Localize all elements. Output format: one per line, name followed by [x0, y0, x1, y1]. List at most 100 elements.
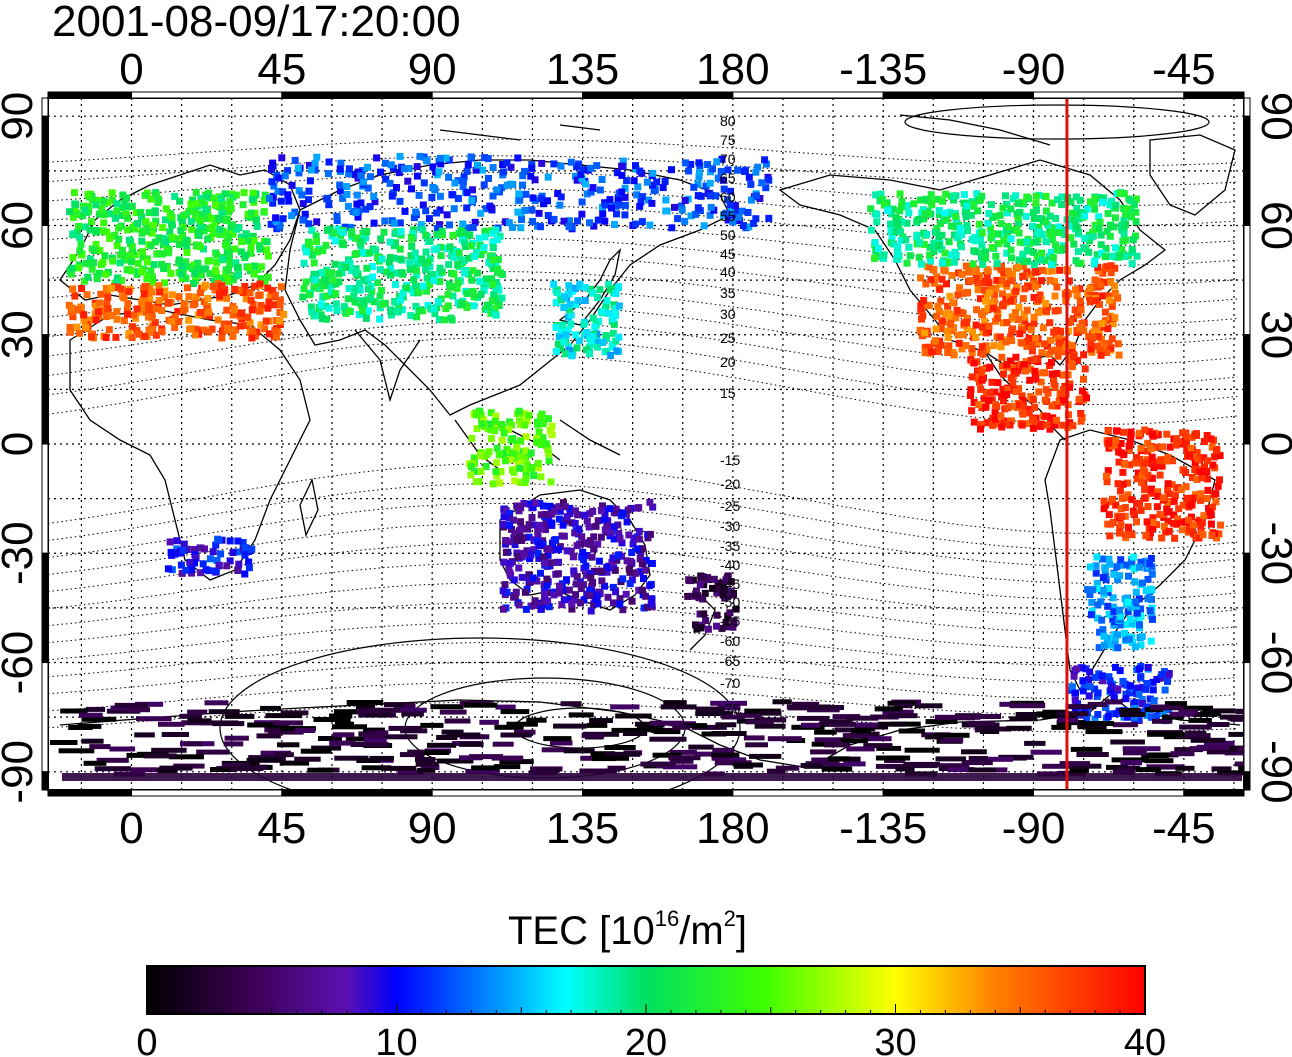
tec-cell — [1164, 677, 1171, 685]
tec-cell — [1009, 325, 1017, 333]
tec-cell — [1150, 704, 1171, 710]
tec-cell — [246, 289, 254, 296]
tec-cell — [329, 740, 356, 746]
tec-cell — [550, 215, 558, 223]
tec-cell — [982, 254, 990, 262]
tec-cell — [1043, 421, 1051, 429]
tec-cell — [225, 320, 233, 328]
tec-cell — [718, 155, 726, 163]
tec-cell — [506, 721, 538, 727]
tec-cell — [69, 230, 77, 238]
tec-cell — [443, 211, 451, 219]
tec-cell — [248, 334, 256, 342]
tec-cell — [947, 222, 955, 230]
tec-cell — [552, 536, 560, 544]
tec-cell — [561, 293, 568, 301]
tec-cell — [894, 256, 902, 263]
tec-cell — [85, 203, 93, 211]
tec-cell — [566, 347, 574, 354]
tec-cell — [1059, 421, 1067, 429]
tec-cell — [963, 318, 970, 326]
tec-cell — [1051, 421, 1059, 429]
tec-cell — [846, 746, 875, 752]
tec-cell — [963, 222, 971, 229]
tec-cell — [196, 309, 204, 316]
tec-cell — [968, 767, 996, 773]
tec-cell — [970, 399, 978, 406]
tec-cell — [981, 403, 989, 411]
tec-cell — [339, 229, 347, 236]
tec-cell — [1148, 489, 1156, 497]
tec-cell — [581, 733, 605, 739]
tec-cell — [500, 168, 507, 176]
tec-cell — [964, 227, 971, 235]
tec-cell — [199, 560, 207, 568]
tec-cell — [183, 249, 191, 256]
tec-cell — [1158, 534, 1166, 542]
tec-cell — [212, 249, 220, 257]
tec-cell — [1048, 347, 1056, 355]
tec-cell — [991, 408, 999, 416]
tec-cell — [237, 248, 245, 256]
tec-cell — [1132, 232, 1139, 240]
tec-cell — [557, 326, 565, 334]
tec-cell — [321, 276, 329, 284]
tec-cell — [138, 237, 146, 245]
tec-cell — [165, 299, 173, 306]
tec-cell — [877, 190, 885, 198]
tec-cell — [390, 219, 398, 227]
tec-cell — [646, 530, 654, 538]
tec-cell — [552, 348, 560, 355]
tec-cell — [435, 221, 443, 229]
tec-cell — [470, 302, 478, 310]
tec-cell — [517, 421, 525, 428]
tec-cell — [739, 222, 747, 229]
tec-cell — [868, 226, 875, 234]
tec-cell — [638, 218, 646, 226]
tec-cell — [605, 751, 641, 757]
tec-cell — [1135, 715, 1142, 723]
tec-cell — [345, 308, 353, 315]
tec-cell — [572, 331, 580, 339]
tec-cell — [948, 272, 956, 279]
tec-cell — [1147, 713, 1155, 721]
tec-cell — [765, 214, 773, 222]
tec-cell — [220, 288, 228, 296]
tec-cell — [124, 300, 132, 307]
tec-cell — [444, 291, 452, 299]
tec-cell — [508, 525, 515, 533]
tec-cell — [612, 509, 620, 517]
tec-cell — [559, 321, 567, 329]
tec-cell — [66, 208, 74, 216]
tec-cell — [265, 298, 273, 306]
tec-cell — [1089, 228, 1097, 236]
tec-cell — [474, 161, 481, 169]
tec-cell — [625, 531, 633, 539]
tec-cell — [138, 297, 146, 305]
tec-cell — [357, 241, 365, 249]
tec-cell — [871, 239, 879, 246]
tec-cell — [818, 721, 857, 727]
tec-cell — [1080, 681, 1088, 689]
tec-cell — [578, 175, 586, 183]
tec-cell — [467, 471, 475, 479]
tec-cell — [590, 533, 598, 541]
tec-cell — [272, 333, 280, 341]
tec-cell — [558, 601, 566, 609]
tec-cell — [528, 770, 557, 776]
tec-cell — [507, 421, 515, 429]
tec-cell — [93, 196, 101, 204]
tec-cell — [133, 209, 140, 217]
tec-cell — [184, 741, 203, 747]
tec-cell — [1203, 495, 1211, 502]
tec-cell — [502, 457, 509, 465]
tec-cell — [925, 343, 933, 351]
tec-cell — [978, 192, 986, 200]
tec-cell — [590, 751, 616, 757]
tec-cell — [668, 755, 701, 761]
tec-cell — [473, 269, 481, 277]
tec-cell — [982, 248, 989, 256]
tec-cell — [921, 343, 929, 351]
tec-cell — [359, 298, 367, 306]
tec-cell — [570, 596, 578, 604]
